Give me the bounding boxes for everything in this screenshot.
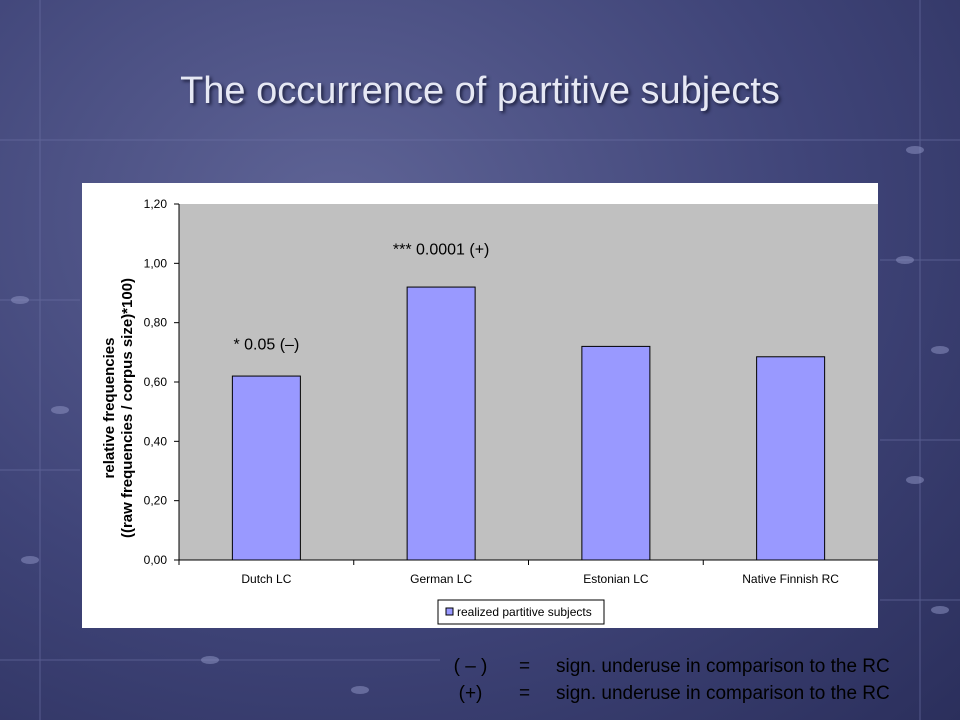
x-tick-label: Native Finnish RC xyxy=(742,572,839,586)
footnote-equals: = xyxy=(518,655,531,677)
significance-annotation: * 0.05 (–) xyxy=(233,336,299,353)
y-tick-label: 1,20 xyxy=(144,197,168,211)
bar xyxy=(231,375,301,561)
y-axis-label-line1: relative frequencies xyxy=(101,338,118,479)
footnote-symbol: (+) xyxy=(458,682,483,704)
y-tick-label: 0,80 xyxy=(144,316,168,330)
x-tick-label: German LC xyxy=(410,572,472,586)
legend-swatch xyxy=(445,607,454,616)
x-tick-label: Dutch LC xyxy=(241,572,291,586)
footnote-text: sign. underuse in comparison to the RC xyxy=(556,655,890,677)
y-tick-label: 0,20 xyxy=(144,494,168,508)
legend-label: realized partitive subjects xyxy=(457,605,592,619)
y-tick-label: 0,00 xyxy=(144,553,168,567)
x-tick-label: Estonian LC xyxy=(583,572,649,586)
footnote-text: sign. underuse in comparison to the RC xyxy=(556,682,890,704)
footnote-row: ( – ) = sign. underuse in comparison to … xyxy=(448,653,948,680)
legend: realized partitive subjects xyxy=(437,599,605,625)
footnotes: ( – ) = sign. underuse in comparison to … xyxy=(448,653,948,707)
bar xyxy=(581,345,651,561)
bar xyxy=(756,356,826,561)
slide-title: The occurrence of partitive subjects xyxy=(180,70,780,112)
bar xyxy=(406,286,476,561)
footnote-row: (+) = sign. underuse in comparison to th… xyxy=(448,680,948,707)
y-tick-label: 1,00 xyxy=(144,256,168,270)
footnote-equals: = xyxy=(518,682,531,704)
bar-chart: 0,00 0,20 0,40 0,60 0,80 1,00 1,20 Dutch LC Germ… xyxy=(101,197,878,625)
y-tick-label: 0,60 xyxy=(144,375,168,389)
significance-annotation: *** 0.0001 (+) xyxy=(393,241,490,258)
legend-box xyxy=(437,599,605,625)
footnote-symbol: ( – ) xyxy=(453,655,488,677)
y-axis-label-line2: ((raw frequencies / corpus size)*100) xyxy=(119,278,136,538)
y-tick-label: 0,40 xyxy=(144,434,168,448)
chart-panel: 0,00 0,20 0,40 0,60 0,80 1,00 1,20 Dutch LC Germ… xyxy=(82,183,878,628)
